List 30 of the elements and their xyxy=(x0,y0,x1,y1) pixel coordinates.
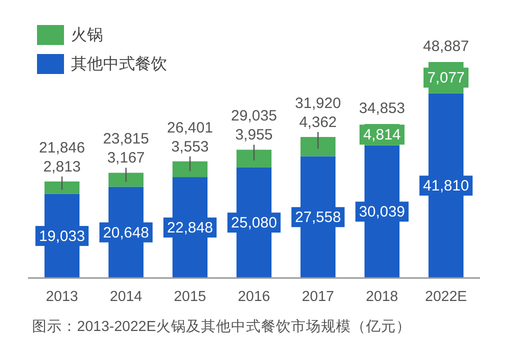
data-label: 4,814 xyxy=(363,126,401,144)
data-label: 19,033 xyxy=(39,228,85,245)
x-tick-label: 2014 xyxy=(110,288,142,305)
x-tick-label: 2013 xyxy=(46,288,78,305)
x-tick-label: 2018 xyxy=(366,288,398,305)
total-label: 26,401 xyxy=(167,119,213,136)
data-label: 2,813 xyxy=(43,158,81,176)
x-tick-label: 2022E xyxy=(425,288,468,305)
data-label: 3,553 xyxy=(171,138,209,156)
x-tick-label: 2017 xyxy=(302,288,334,305)
x-tick-label: 2015 xyxy=(174,288,206,305)
data-label: 27,558 xyxy=(295,209,341,226)
data-label: 3,955 xyxy=(235,126,273,144)
data-label: 20,648 xyxy=(103,224,149,242)
x-tick-label: 2016 xyxy=(238,288,270,305)
data-label: 22,848 xyxy=(167,219,213,236)
total-label: 34,853 xyxy=(359,100,405,117)
total-label: 23,815 xyxy=(103,130,149,148)
total-label: 29,035 xyxy=(231,108,277,125)
data-label: 30,039 xyxy=(359,204,405,221)
data-label: 41,810 xyxy=(423,178,469,195)
legend-label: 其他中式餐饮 xyxy=(71,55,167,74)
data-label: 4,362 xyxy=(299,114,337,131)
total-label: 21,846 xyxy=(39,139,85,156)
total-label: 31,920 xyxy=(295,94,341,112)
legend-label: 火锅 xyxy=(71,26,103,44)
text: 图示：2013-2022E火锅及其他中式餐饮市场规模（亿元） xyxy=(32,318,412,335)
total-label: 48,887 xyxy=(423,38,469,55)
data-label: 3,167 xyxy=(107,150,145,167)
data-label: 25,080 xyxy=(231,214,277,232)
